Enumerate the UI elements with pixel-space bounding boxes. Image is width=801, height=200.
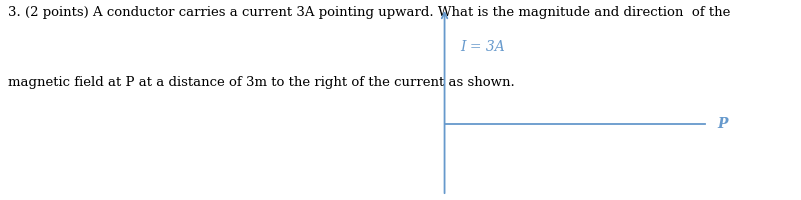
Text: magnetic field at P at a distance of 3m to the right of the current as shown.: magnetic field at P at a distance of 3m … — [8, 76, 515, 89]
Text: 3. (2 points) A conductor carries a current 3A pointing upward. What is the magn: 3. (2 points) A conductor carries a curr… — [8, 6, 731, 19]
Text: P: P — [717, 117, 727, 131]
Text: I = 3A: I = 3A — [461, 40, 505, 54]
